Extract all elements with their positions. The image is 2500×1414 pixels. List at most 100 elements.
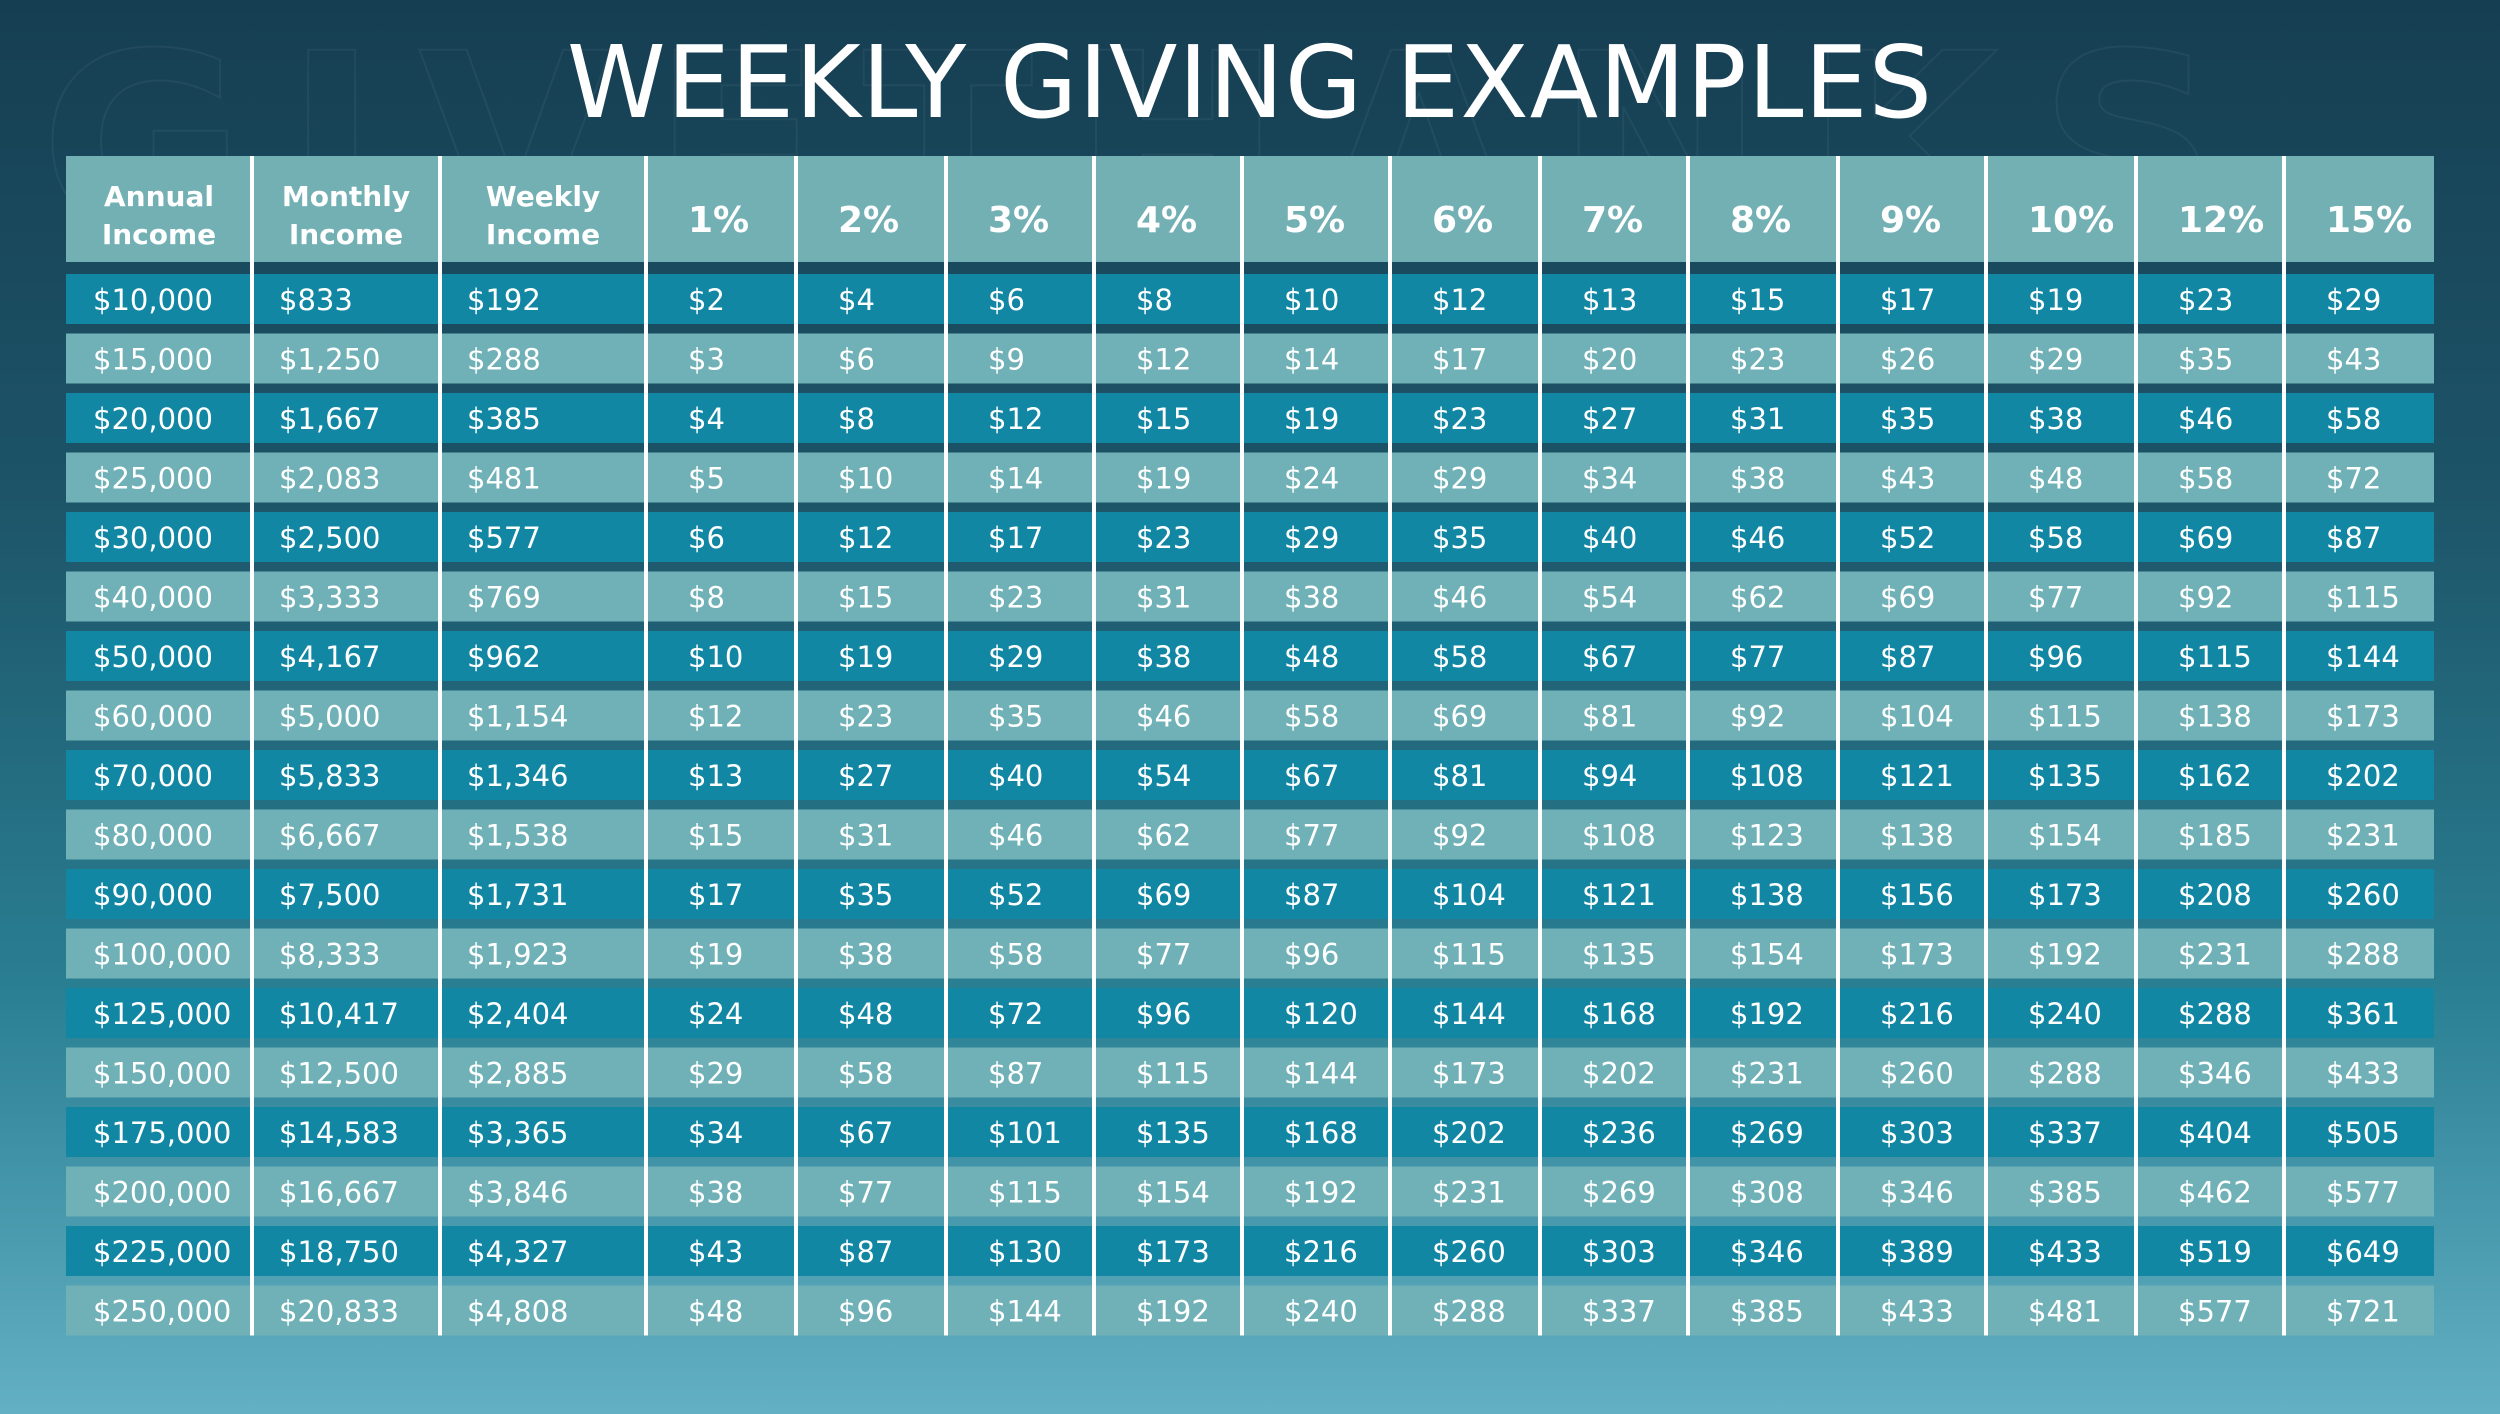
table-cell: $17 [1880,283,1935,317]
table-cell: $168 [1284,1116,1358,1150]
table-cell: $54 [1582,581,1637,615]
column-header: Weekly Income [486,180,600,251]
table-cell: $138 [1730,878,1804,912]
header-row-bg [66,156,2434,262]
table-cell: $138 [2178,700,2252,734]
table-cell: $27 [1582,402,1637,436]
table-cell: $58 [2326,402,2381,436]
table-row-bg [66,1107,2434,1157]
table-cell: $2,404 [467,997,568,1031]
table-cell: $115 [2178,640,2252,674]
table-cell: $121 [1880,759,1954,793]
table-cell: $35 [838,878,893,912]
table-cell: $29 [688,1057,743,1091]
table-cell: $5,000 [279,700,380,734]
table-row-bg [66,1166,2434,1217]
table-cell: $23 [1730,343,1785,377]
table-cell: $12 [988,402,1043,436]
table-cell: $7,500 [279,878,380,912]
table-cell: $104 [1880,700,1954,734]
table-cell: $303 [1582,1235,1656,1269]
column-header: 2% [838,200,899,241]
table-cell: $12 [1136,343,1191,377]
column-header: 9% [1880,200,1941,241]
column-divider [1388,156,1392,1336]
table-cell: $38 [1730,462,1785,496]
table-cell: $115 [1136,1057,1210,1091]
column-divider [1240,156,1244,1336]
table-cell: $19 [838,640,893,674]
table-row-bg [66,1047,2434,1098]
table-cell: $38 [1136,640,1191,674]
table-cell: $38 [2028,402,2083,436]
column-divider [2282,156,2286,1336]
table-cell: $361 [2326,997,2400,1031]
table-cell: $10 [838,462,893,496]
table-cell: $15,000 [93,343,213,377]
table-cell: $77 [1730,640,1785,674]
table-cell: $40,000 [93,581,213,615]
column-divider [1686,156,1690,1336]
table-cell: $2,083 [279,462,380,496]
table-cell: $192 [2028,938,2102,972]
table-cell: $481 [2028,1295,2102,1329]
table-row-bg [66,928,2434,979]
table-cell: $23 [2178,283,2233,317]
table-cell: $8 [688,581,725,615]
table-cell: $17 [988,521,1043,555]
table-cell: $115 [1432,938,1506,972]
table-row-bg [66,571,2434,622]
table-cell: $92 [2178,581,2233,615]
table-cell: $58 [1432,640,1487,674]
table-cell: $337 [2028,1116,2102,1150]
table-row-bg [66,809,2434,860]
table-cell: $115 [2326,581,2400,615]
table-cell: $17 [688,878,743,912]
table-cell: $108 [1582,819,1656,853]
table-cell: $4 [838,283,875,317]
table-cell: $81 [1582,700,1637,734]
table-cell: $17 [1432,343,1487,377]
table-cell: $192 [467,283,541,317]
table-cell: $100,000 [93,938,231,972]
table-cell: $144 [988,1295,1062,1329]
table-cell: $31 [1730,402,1785,436]
table-cell: $15 [1730,283,1785,317]
table-cell: $173 [1880,938,1954,972]
table-cell: $34 [1582,462,1637,496]
table-row-bg [66,869,2434,919]
table-cell: $130 [988,1235,1062,1269]
table-cell: $58 [988,938,1043,972]
table-cell: $135 [1136,1116,1210,1150]
column-divider [1984,156,1988,1336]
table-cell: $25,000 [93,462,213,496]
table-cell: $29 [2028,343,2083,377]
table-cell: $48 [1284,640,1339,674]
table-cell: $10,000 [93,283,213,317]
page-title: WEEKLY GIVING EXAMPLES [566,24,1934,141]
column-header: Annual Income [102,180,216,251]
table-cell: $77 [1136,938,1191,972]
table-cell: $29 [1432,462,1487,496]
table-cell: $20 [1582,343,1637,377]
column-header: 10% [2028,200,2114,241]
table-cell: $385 [1730,1295,1804,1329]
table-cell: $72 [988,997,1043,1031]
table-cell: $125,000 [93,997,231,1031]
table-cell: $260 [1432,1235,1506,1269]
table-cell: $231 [1432,1176,1506,1210]
table-cell: $10 [1284,283,1339,317]
column-header: 3% [988,200,1049,241]
table-cell: $77 [1284,819,1339,853]
table-cell: $389 [1880,1235,1954,1269]
column-divider [644,156,648,1336]
table-cell: $346 [1730,1235,1804,1269]
table-cell: $385 [2028,1176,2102,1210]
table-cell: $144 [1284,1057,1358,1091]
table-cell: $96 [1284,938,1339,972]
table-cell: $1,923 [467,938,568,972]
table-cell: $138 [1880,819,1954,853]
table-cell: $13 [688,759,743,793]
table-row-bg [66,452,2434,503]
